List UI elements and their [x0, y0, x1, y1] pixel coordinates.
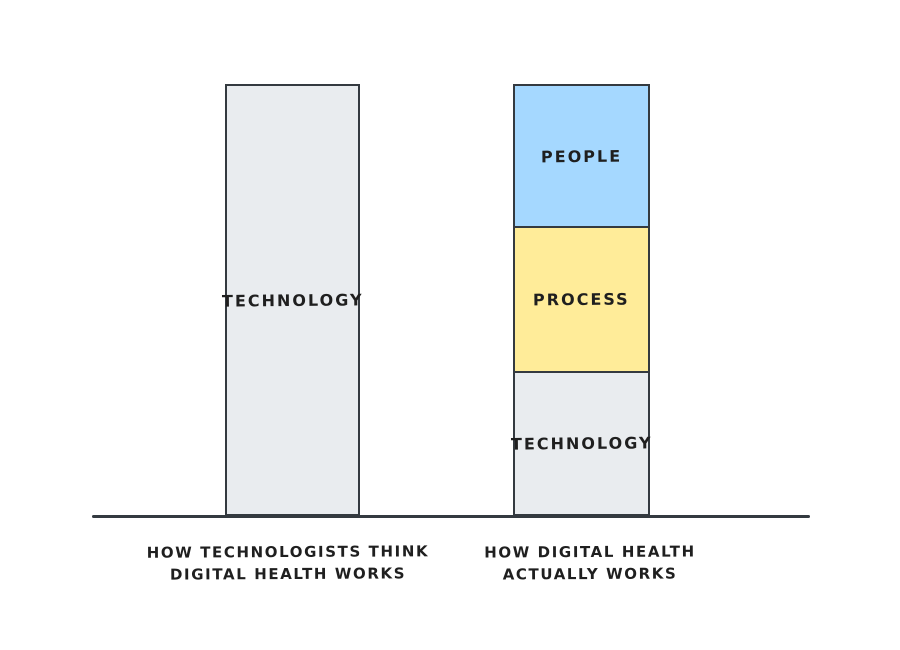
segment-label-people: PEOPLE [540, 146, 623, 166]
segment-technology-right: TECHNOLOGY [510, 373, 653, 516]
segment-label-technology-left: TECHNOLOGY [221, 289, 364, 311]
caption-actual-line2: ACTUALLY WORKS [502, 564, 678, 584]
bar-technologists-view: TECHNOLOGY [222, 84, 363, 516]
caption-actual-line1: HOW DIGITAL HEALTH [484, 542, 696, 562]
segment-technology-left: TECHNOLOGY [222, 84, 363, 516]
caption-actual-view: HOW DIGITAL HEALTH ACTUALLY WORKS [410, 540, 770, 586]
bar-actual-view: PEOPLE PROCESS TECHNOLOGY [510, 84, 653, 516]
segment-process: PROCESS [513, 228, 650, 373]
segment-people: PEOPLE [513, 84, 650, 228]
x-axis-line [92, 515, 810, 518]
segment-label-technology-right: TECHNOLOGY [510, 433, 653, 454]
segment-label-process: PROCESS [533, 289, 630, 310]
